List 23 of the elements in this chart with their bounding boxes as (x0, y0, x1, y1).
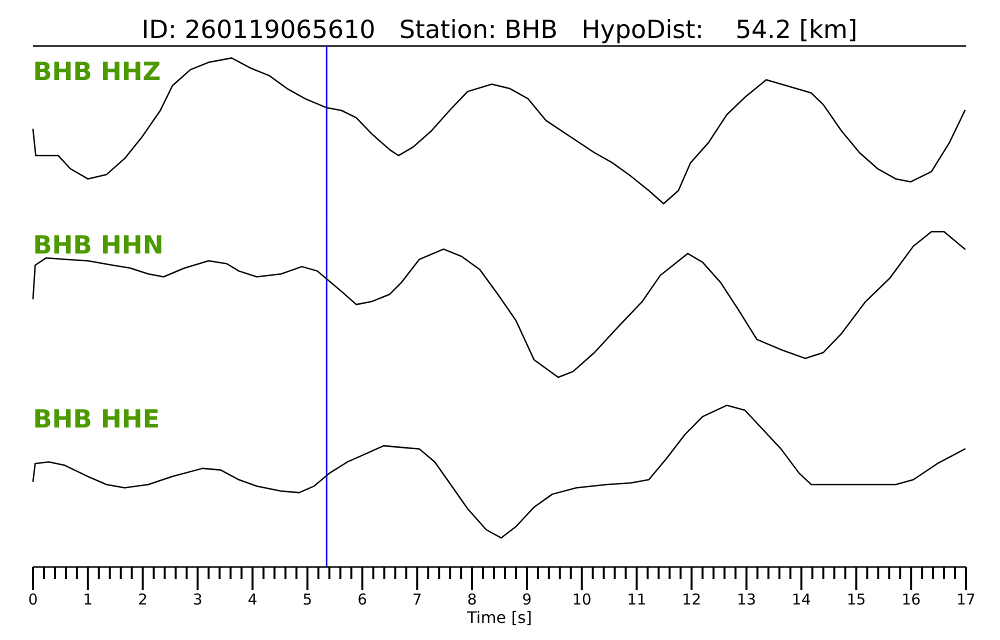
x-tick-label: 12 (682, 590, 702, 609)
x-tick-label: 6 (358, 590, 368, 609)
annotation: BHB HHN (33, 230, 164, 260)
annotation: BHB HHZ (33, 57, 161, 86)
x-tick-label: 17 (956, 590, 976, 609)
x-tick-label: 1 (83, 590, 93, 609)
x-tick-label: 10 (572, 590, 592, 609)
chart-title: ID: 260119065610 Station: BHB HypoDist: 54.2 [km] (142, 15, 858, 44)
x-tick-label: 3 (192, 590, 202, 609)
x-tick-label: 9 (522, 590, 532, 609)
x-tick-label: 11 (627, 590, 646, 609)
x-tick-label: 16 (902, 590, 921, 609)
x-axis-title: Time [s] (466, 608, 532, 627)
x-tick-label: 0 (28, 590, 38, 609)
x-tick-label: 5 (302, 590, 312, 609)
x-tick-label: 2 (138, 590, 148, 609)
x-tick-label: 8 (467, 590, 477, 609)
x-tick-label: 13 (736, 590, 756, 609)
annotation: BHB HHE (33, 404, 160, 434)
x-tick-label: 4 (248, 590, 258, 609)
x-tick-label: 15 (846, 590, 866, 609)
x-tick-label: 7 (412, 590, 422, 609)
x-tick-label: 14 (792, 590, 811, 609)
